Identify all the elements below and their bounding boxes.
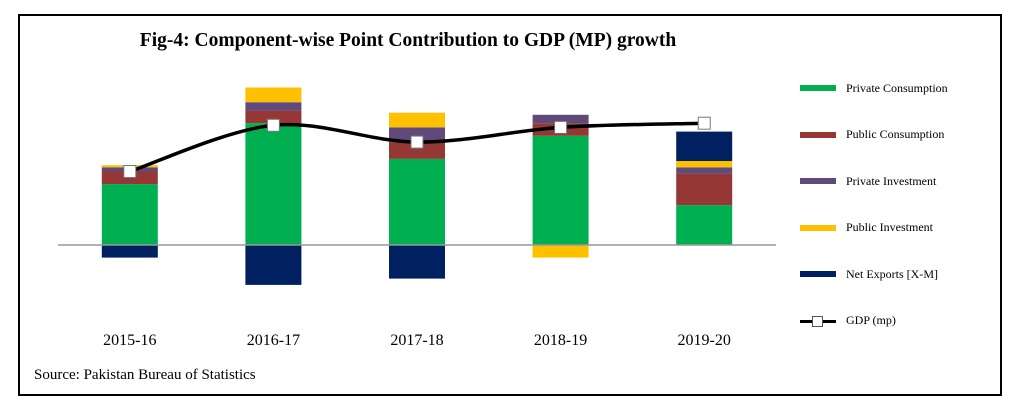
legend-item-public-consumption: Public Consumption: [800, 125, 944, 145]
bar-public-consumption-2019-20: [676, 173, 733, 206]
legend-label-private-consumption: Private Consumption: [846, 80, 948, 95]
x-tick-label-2018-19: 2018-19: [534, 332, 587, 349]
bar-public-investment-2017-18: [389, 112, 445, 128]
chart-frame: [18, 14, 1002, 396]
bar-private-investment-2016-17: [245, 102, 302, 111]
legend-item-private-consumption: Private Consumption: [800, 78, 948, 98]
bar-net-exports-x-m-2016-17: [245, 245, 302, 285]
legend-swatch-private-investment: [800, 178, 836, 184]
x-tick-label-2016-17: 2016-17: [247, 332, 300, 349]
bar-private-investment-2018-19: [532, 114, 589, 124]
legend-label-gdp-mp: GDP (mp): [846, 313, 896, 327]
legend-swatch-private-consumption: [800, 85, 836, 91]
legend-label-public-investment: Public Investment: [846, 220, 933, 234]
legend-label-private-investment: Private Investment: [846, 173, 937, 188]
legend-label-net-exports-x-m: Net Exports [X-M]: [846, 266, 938, 281]
legend-swatch-public-consumption: [800, 131, 836, 138]
bar-private-consumption-2018-19: [532, 135, 589, 245]
x-tick-label-2019-20: 2019-20: [678, 332, 731, 349]
bar-private-consumption-2015-16: [101, 184, 158, 245]
bar-private-investment-2019-20: [676, 167, 733, 174]
gdp-marker-2015-16: [123, 165, 137, 178]
chart-title: Fig-4: Component-wise Point Contribution…: [139, 30, 677, 51]
legend-swatch-public-investment: [800, 224, 836, 231]
bar-private-consumption-2016-17: [245, 123, 302, 245]
gdp-marker-2017-18: [410, 135, 424, 149]
legend-item-net-exports-x-m: Net Exports [X-M]: [800, 264, 938, 284]
bar-public-investment-2019-20: [676, 161, 733, 168]
bar-net-exports-x-m-2019-20: [676, 131, 733, 161]
gdp-marker-2018-19: [554, 120, 568, 134]
bar-public-consumption-2016-17: [245, 110, 302, 124]
bar-net-exports-x-m-2017-18: [389, 245, 445, 279]
bar-private-consumption-2019-20: [676, 205, 733, 245]
legend-item-public-investment: Public Investment: [800, 218, 933, 238]
legend-swatch-gdp-mp: [800, 313, 836, 329]
source-note: Source: Pakistan Bureau of Statistics: [34, 367, 256, 383]
gdp-marker-2019-20: [697, 116, 711, 130]
bar-private-consumption-2017-18: [389, 158, 445, 245]
bar-private-investment-2017-18: [389, 127, 445, 143]
gdp-marker-2016-17: [266, 118, 280, 132]
bar-public-investment-2016-17: [245, 87, 302, 103]
legend-label-public-consumption: Public Consumption: [846, 127, 945, 141]
legend-swatch-net-exports-x-m: [800, 271, 836, 277]
bar-public-investment-2018-19: [532, 245, 589, 258]
bar-net-exports-x-m-2015-16: [101, 245, 158, 258]
x-tick-label-2015-16: 2015-16: [103, 332, 156, 349]
legend-item-private-investment: Private Investment: [800, 171, 936, 191]
bar-public-consumption-2017-18: [389, 142, 445, 159]
legend-item-gdp-mp: GDP (mp): [800, 311, 896, 331]
x-tick-label-2017-18: 2017-18: [390, 332, 443, 349]
